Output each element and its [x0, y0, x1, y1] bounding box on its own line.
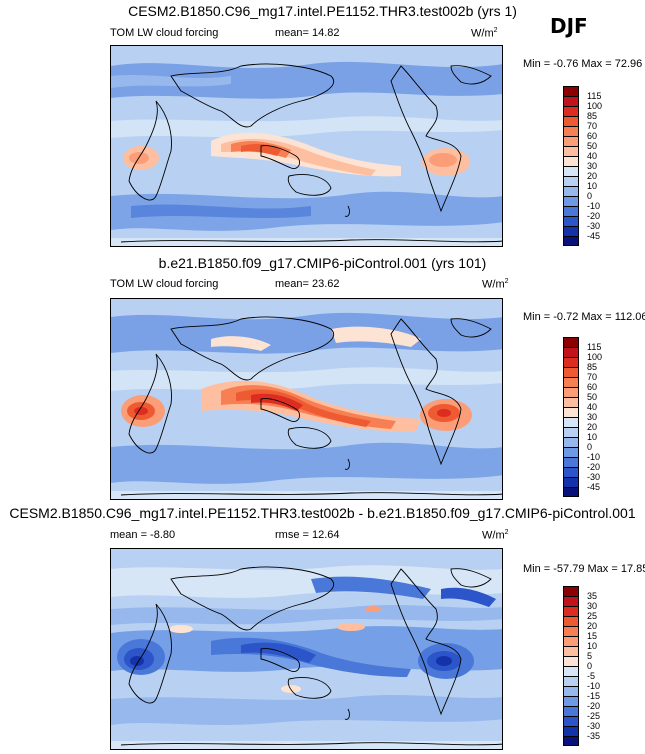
colorbar-label: 60 — [587, 382, 598, 392]
colorbar-label: 70 — [587, 121, 598, 131]
colorbar-label: 10 — [587, 641, 598, 651]
panel-3-minmax: Min = -57.79 Max = 17.85 — [523, 563, 645, 575]
panel-3-colorbar — [563, 586, 579, 746]
colorbar-label: 50 — [587, 392, 598, 402]
colorbar-label: 100 — [587, 101, 603, 111]
colorbar-label: 15 — [587, 631, 598, 641]
colorbar-label: 30 — [587, 601, 598, 611]
colorbar-label: 0 — [587, 661, 593, 671]
colorbar-label: -30 — [587, 721, 601, 731]
panel-1-units: W/m2 — [471, 27, 498, 40]
colorbar-label: 40 — [587, 402, 598, 412]
colorbar-label: -10 — [587, 681, 601, 691]
colorbar-label: 35 — [587, 591, 598, 601]
colorbar-label: 30 — [587, 161, 598, 171]
colorbar-label: 20 — [587, 422, 598, 432]
colorbar-label: 70 — [587, 372, 598, 382]
panel-2-mean: mean= 23.62 — [275, 278, 340, 290]
panel-1-mean: mean= 14.82 — [275, 27, 340, 39]
panel-3-units: W/m2 — [482, 529, 509, 542]
colorbar-label: -25 — [587, 711, 601, 721]
colorbar-label: -20 — [587, 462, 601, 472]
colorbar-label: -30 — [587, 221, 601, 231]
colorbar-label: 25 — [587, 611, 598, 621]
panel-2-variable: TOM LW cloud forcing — [110, 278, 219, 290]
panel-2-map — [110, 298, 503, 500]
panel-3-mean: mean = -8.80 — [110, 529, 176, 541]
colorbar-label: 60 — [587, 131, 598, 141]
colorbar-label: 115 — [587, 342, 602, 352]
colorbar-label: -35 — [587, 731, 601, 741]
colorbar-label: -5 — [587, 671, 596, 681]
colorbar-label: -20 — [587, 701, 601, 711]
panel-1-minmax: Min = -0.76 Max = 72.96 — [523, 58, 643, 70]
colorbar-label: -15 — [587, 691, 601, 701]
panel-2-colorbar — [563, 337, 579, 497]
colorbar-label: 30 — [587, 412, 598, 422]
colorbar-label: 85 — [587, 362, 598, 372]
colorbar-label: -45 — [587, 231, 601, 241]
colorbar-label: -45 — [587, 482, 601, 492]
colorbar-label: 10 — [587, 432, 598, 442]
colorbar-label: 40 — [587, 151, 598, 161]
panel-1-variable: TOM LW cloud forcing — [110, 27, 219, 39]
colorbar-label: 85 — [587, 111, 598, 121]
colorbar-label: 50 — [587, 141, 598, 151]
panel-1-title: CESM2.B1850.C96_mg17.intel.PE1152.THR3.t… — [128, 3, 517, 19]
colorbar-label: -20 — [587, 211, 601, 221]
panel-2-units: W/m2 — [482, 278, 509, 291]
panel-3-map — [110, 548, 503, 750]
panel-2-minmax: Min = -0.72 Max = 112.06 — [523, 311, 645, 323]
colorbar-label: 20 — [587, 171, 598, 181]
colorbar-label: 0 — [587, 191, 593, 201]
panel-1-colorbar — [563, 86, 579, 246]
colorbar-label: 0 — [587, 442, 593, 452]
colorbar-label: 5 — [587, 651, 593, 661]
colorbar-label: -10 — [587, 201, 601, 211]
panel-3-rmse: rmse = 12.64 — [275, 529, 340, 541]
colorbar-label: -30 — [587, 472, 601, 482]
panel-2-title: b.e21.B1850.f09_g17.CMIP6-piControl.001 … — [158, 255, 487, 271]
panel-3-title: CESM2.B1850.C96_mg17.intel.PE1152.THR3.t… — [9, 505, 636, 521]
colorbar-label: -10 — [587, 452, 601, 462]
colorbar-label: 100 — [587, 352, 603, 362]
panel-1-map — [110, 45, 503, 247]
season-label: DJF — [550, 14, 588, 38]
colorbar-label: 10 — [587, 181, 598, 191]
colorbar-label: 20 — [587, 621, 598, 631]
colorbar-label: 115 — [587, 91, 602, 101]
